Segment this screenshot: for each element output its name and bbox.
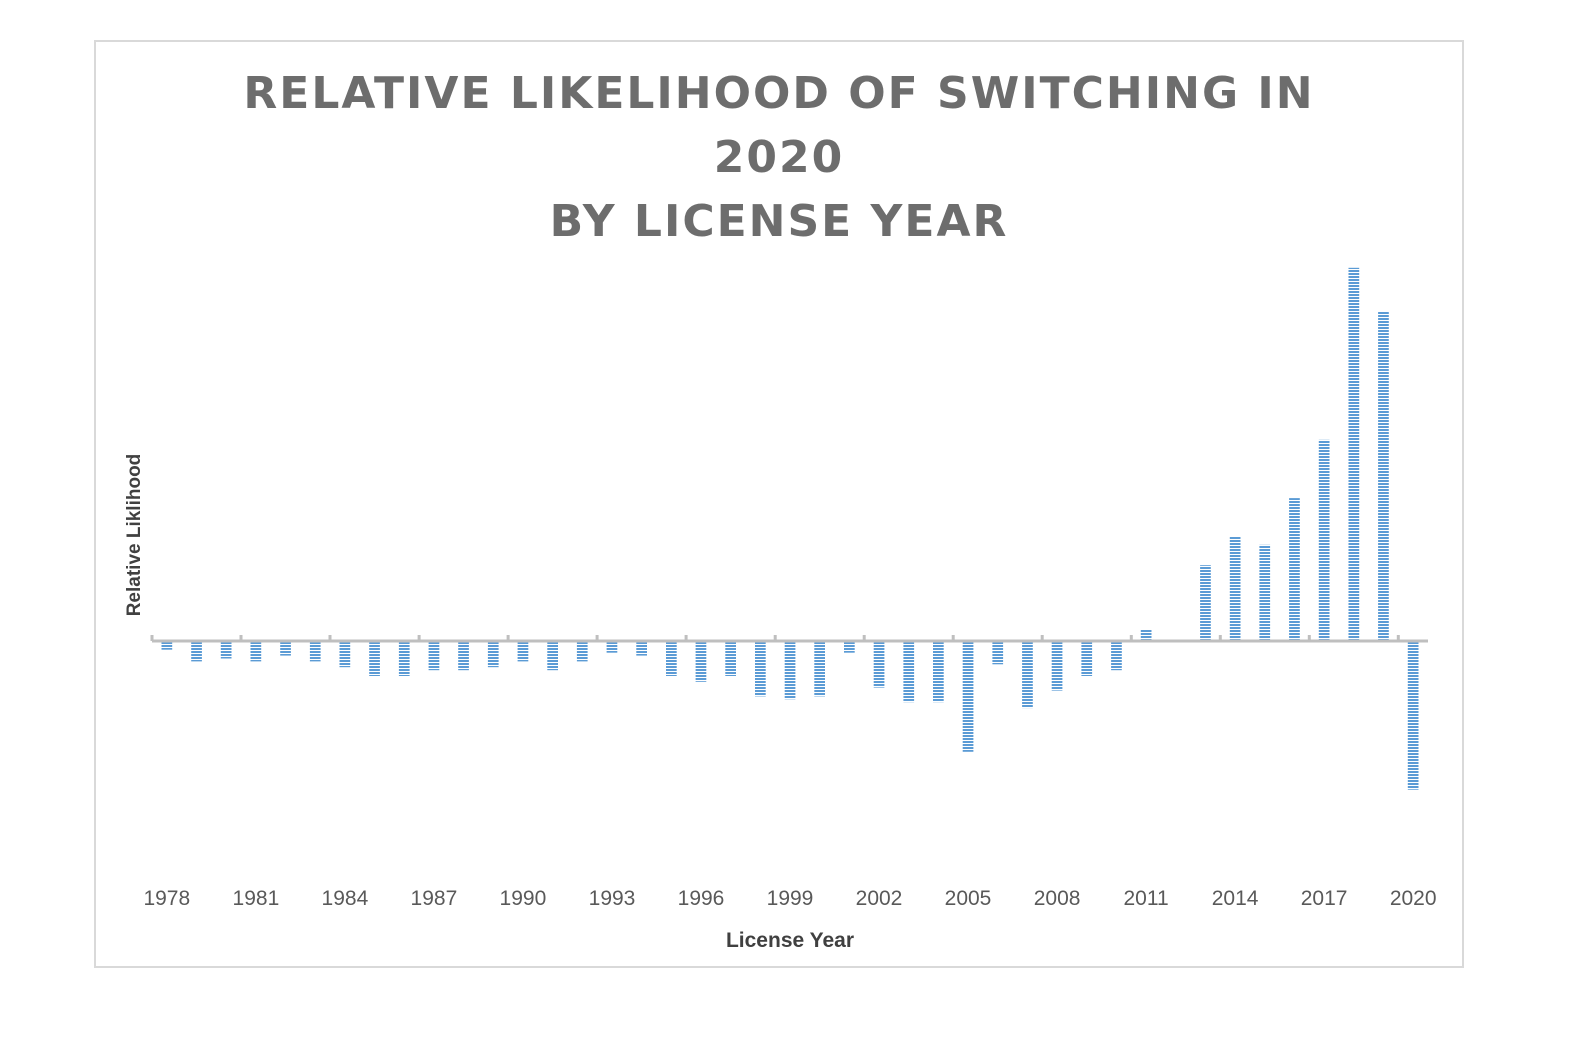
bar-1999 bbox=[784, 641, 796, 700]
bar-1978 bbox=[161, 641, 173, 650]
bar-1994 bbox=[636, 641, 647, 656]
x-axis-tick-labels: 1978 1981 1984 1987 1990 1993 1996 1999 2002 2005… bbox=[143, 887, 1436, 910]
bar-2014 bbox=[1229, 536, 1241, 641]
x-tick-label-2002: 2002 bbox=[856, 887, 903, 910]
bar-1998 bbox=[755, 641, 766, 697]
bar-1982 bbox=[280, 641, 291, 656]
bar-2018 bbox=[1348, 267, 1360, 641]
bar-2017 bbox=[1318, 439, 1330, 641]
bar-1988 bbox=[458, 641, 469, 671]
bar-2004 bbox=[933, 641, 944, 703]
x-tick-label-1978: 1978 bbox=[143, 887, 190, 910]
bar-2007 bbox=[1022, 641, 1033, 709]
y-axis-title: Relative Liklihood bbox=[124, 454, 145, 617]
chart-title-line-1: RELATIVE LIKELIHOOD OF SWITCHING IN bbox=[243, 68, 1315, 119]
bar-2001 bbox=[844, 641, 855, 653]
bar-1984 bbox=[339, 641, 351, 668]
bar-2006 bbox=[992, 641, 1004, 665]
bar-2002 bbox=[873, 641, 885, 688]
bar-1986 bbox=[398, 641, 410, 676]
x-tick-label-2008: 2008 bbox=[1034, 887, 1081, 910]
x-tick-label-2020: 2020 bbox=[1390, 887, 1437, 910]
x-tick-label-1981: 1981 bbox=[233, 887, 280, 910]
chart-title: RELATIVE LIKELIHOOD OF SWITCHING IN 2020… bbox=[94, 62, 1464, 254]
x-tick-label-2017: 2017 bbox=[1301, 887, 1348, 910]
bar-2000 bbox=[814, 641, 825, 697]
bar-2020 bbox=[1407, 641, 1419, 790]
x-tick-label-1993: 1993 bbox=[589, 887, 636, 910]
bar-1990 bbox=[517, 641, 529, 662]
x-tick-label-1996: 1996 bbox=[678, 887, 725, 910]
bar-2008 bbox=[1051, 641, 1063, 691]
bar-2011 bbox=[1140, 629, 1152, 641]
bar-1980 bbox=[220, 641, 232, 659]
bar-1993 bbox=[606, 641, 618, 653]
bar-2019 bbox=[1378, 311, 1389, 641]
bar-2010 bbox=[1111, 641, 1122, 671]
x-tick-label-2005: 2005 bbox=[945, 887, 992, 910]
x-tick-label-2011: 2011 bbox=[1124, 887, 1169, 910]
x-tick-label-1990: 1990 bbox=[500, 887, 547, 910]
x-axis-title: License Year bbox=[726, 929, 854, 952]
x-tick-label-1984: 1984 bbox=[322, 887, 369, 910]
bar-series bbox=[161, 267, 1419, 790]
bar-2005 bbox=[962, 641, 974, 752]
bar-1991 bbox=[547, 641, 558, 671]
bar-2016 bbox=[1289, 498, 1300, 641]
bar-1992 bbox=[576, 641, 588, 662]
bar-2013 bbox=[1200, 565, 1211, 641]
x-tick-label-2014: 2014 bbox=[1212, 887, 1259, 910]
x-tick-label-1999: 1999 bbox=[767, 887, 814, 910]
bar-2003 bbox=[903, 641, 915, 703]
bar-2009 bbox=[1081, 641, 1093, 676]
bar-1995 bbox=[666, 641, 677, 676]
bar-1989 bbox=[487, 641, 499, 668]
bar-2015 bbox=[1259, 544, 1271, 641]
bar-1996 bbox=[695, 641, 707, 682]
chart-frame bbox=[94, 40, 1464, 968]
x-tick-label-1987: 1987 bbox=[411, 887, 458, 910]
bar-1979 bbox=[191, 641, 202, 662]
bar-1987 bbox=[428, 641, 440, 671]
chart-title-line-2: 2020 bbox=[713, 132, 845, 183]
bar-1985 bbox=[369, 641, 380, 676]
chart-title-line-3: BY LICENSE YEAR bbox=[549, 196, 1009, 247]
bar-1981 bbox=[250, 641, 262, 662]
bar-1997 bbox=[725, 641, 736, 676]
bar-1983 bbox=[309, 641, 321, 662]
x-axis-ticks bbox=[150, 635, 1400, 641]
